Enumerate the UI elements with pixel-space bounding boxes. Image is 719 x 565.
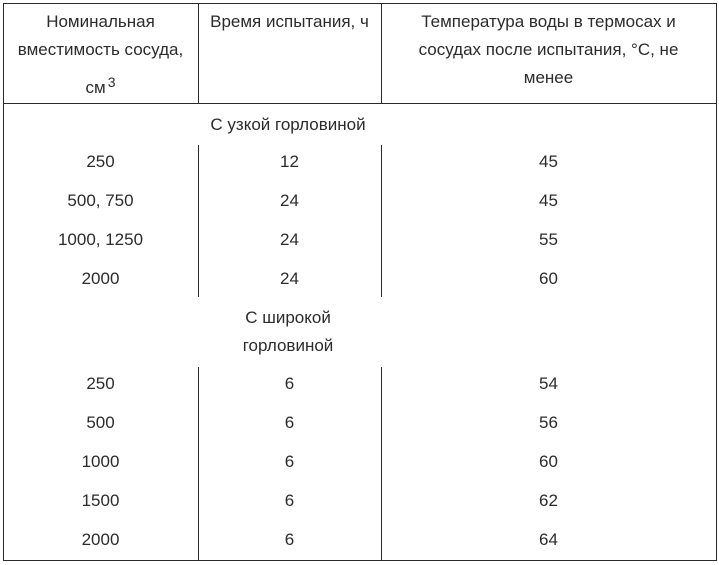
header-capacity: Номинальная вместимость сосуда, см 3 (3, 8, 198, 102)
section-title-wide-line2: горловиной (242, 336, 334, 355)
header-capacity-line1: Номинальная (46, 12, 155, 31)
header-capacity-unit-line: см 3 (3, 68, 198, 102)
header-temperature-line3: менее (523, 68, 574, 87)
table-border-left (3, 3, 4, 561)
table-border-bottom (3, 560, 717, 561)
header-temperature-line2: сосудах после испытания, °С, не (418, 40, 679, 59)
table-cell: 24 (280, 230, 299, 249)
table-cell: 64 (539, 530, 558, 549)
table-cell: 6 (284, 491, 295, 510)
table-border-top (3, 3, 717, 4)
table-cell: 250 (86, 374, 115, 393)
table-cell: 45 (539, 191, 558, 210)
table-cell: 56 (539, 413, 558, 432)
table-cell: 62 (539, 491, 558, 510)
table-cell: 55 (539, 230, 558, 249)
header-time: Время испытания, ч (198, 8, 381, 36)
table-cell: 500, 750 (67, 191, 134, 210)
table-cell: 500 (86, 413, 115, 432)
table-cell: 6 (284, 452, 295, 471)
table-cell: 6 (284, 530, 295, 549)
table-border-right (716, 3, 717, 561)
section1-divider-1 (198, 145, 199, 297)
table-cell: 12 (280, 152, 299, 171)
header-divider-1 (198, 3, 199, 104)
header-capacity-unit: см (85, 78, 106, 97)
table-cell: 1000 (81, 452, 120, 471)
section2-divider-2 (381, 367, 382, 561)
table-cell: 45 (539, 152, 558, 171)
section-title-wide-line1: С широкой (245, 308, 331, 327)
header-temperature: Температура воды в термосах и сосудах по… (381, 8, 716, 92)
table-cell: 60 (539, 452, 558, 471)
table-cell: 250 (86, 152, 115, 171)
table-cell: 1500 (81, 491, 120, 510)
header-divider-2 (381, 3, 382, 104)
header-capacity-unit-sup: 3 (107, 74, 116, 90)
table-cell: 24 (280, 191, 299, 210)
header-temperature-line1: Температура воды в термосах и (421, 12, 676, 31)
section1-divider-2 (381, 145, 382, 297)
section-title-wide: С широкой горловиной (3, 304, 573, 360)
header-time-label: Время испытания, ч (210, 12, 369, 31)
table-cell: 1000, 1250 (57, 230, 144, 249)
header-capacity-line2: вместимость сосуда, (17, 40, 184, 59)
table-cell: 2000 (81, 530, 120, 549)
table-cell: 24 (280, 269, 299, 288)
table-cell: 6 (284, 374, 295, 393)
table-cell: 60 (539, 269, 558, 288)
section-title-narrow: С узкой горловиной (210, 115, 366, 134)
header-separator (3, 103, 717, 104)
table-cell: 54 (539, 374, 558, 393)
section2-divider-1 (198, 367, 199, 561)
table-cell: 2000 (81, 269, 120, 288)
table-cell: 6 (284, 413, 295, 432)
